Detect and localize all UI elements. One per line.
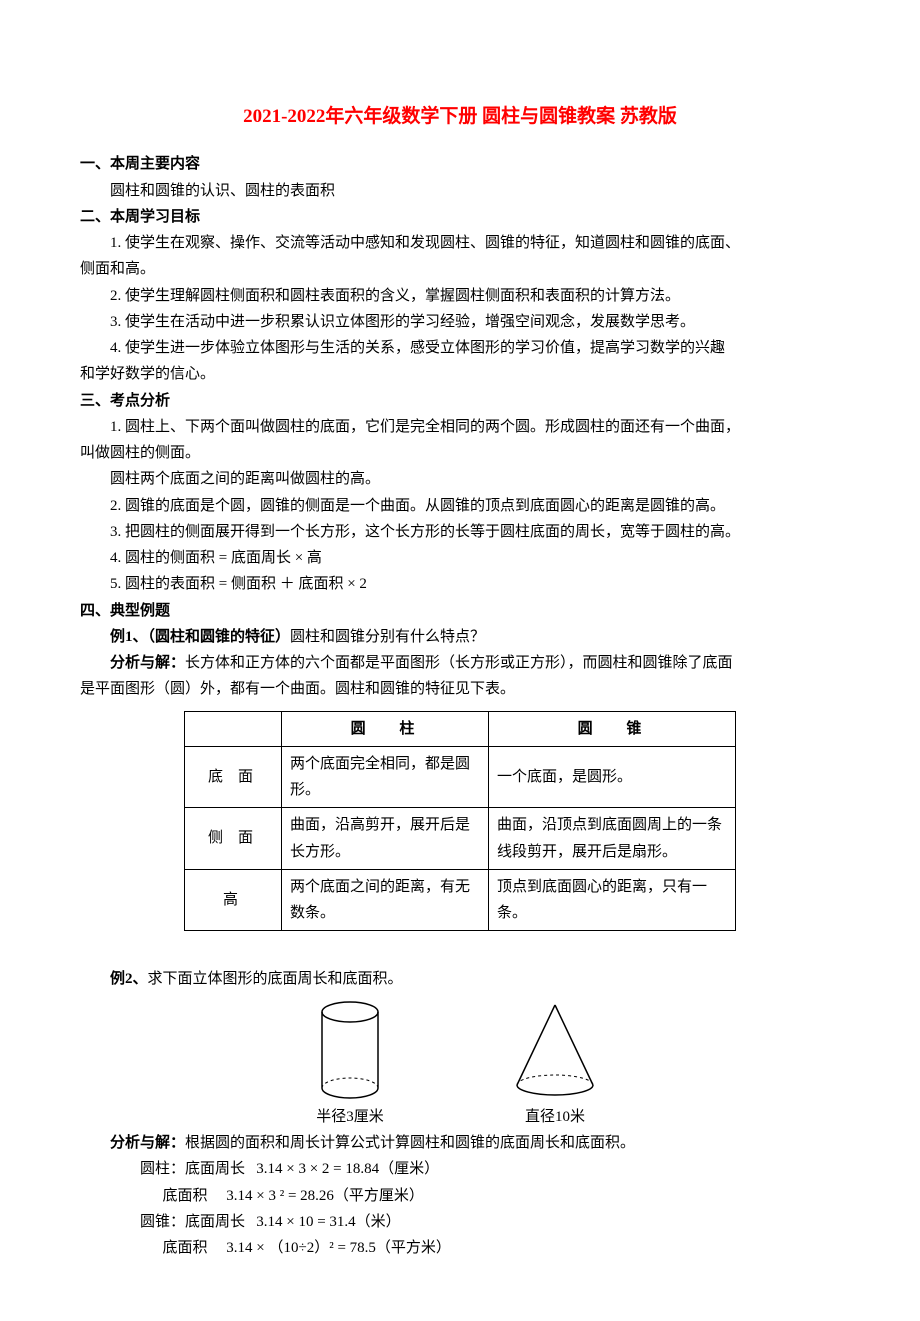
document-title: 2021-2022年六年级数学下册 圆柱与圆锥教案 苏教版 — [80, 100, 840, 133]
section3-p3: 3. 把圆柱的侧面展开得到一个长方形，这个长方形的长等于圆柱底面的周长，宽等于圆… — [80, 519, 840, 545]
section2-p4b: 和学好数学的信心。 — [80, 361, 840, 387]
section2-head: 二、本周学习目标 — [80, 204, 840, 230]
section4-head: 四、典型例题 — [80, 598, 840, 624]
section2-p4a: 4. 使学生进一步体验立体图形与生活的关系，感受立体图形的学习价值，提高学习数学… — [80, 335, 840, 361]
section3-p1b: 叫做圆柱的侧面。 — [80, 440, 840, 466]
row-side: 侧面 — [185, 808, 282, 870]
cylinder-icon — [315, 1000, 385, 1100]
section1-head: 一、本周主要内容 — [80, 151, 840, 177]
row-base: 底面 — [185, 746, 282, 808]
example2-question: 求下面立体图形的底面周长和底面积。 — [148, 971, 403, 987]
cone-icon — [505, 1000, 605, 1100]
example2-line: 例2、求下面立体图形的底面周长和底面积。 — [80, 966, 840, 992]
section3-p2: 2. 圆锥的底面是个圆，圆锥的侧面是一个曲面。从圆锥的顶点到底面圆心的距离是圆锥… — [80, 493, 840, 519]
section3-p5: 5. 圆柱的表面积 = 侧面积 ＋ 底面积 × 2 — [80, 571, 840, 597]
cell-cone-height: 顶点到底面圆心的距离，只有一条。 — [489, 869, 736, 931]
example1-question: 圆柱和圆锥分别有什么特点？ — [290, 629, 485, 645]
row-height: 高 — [185, 869, 282, 931]
calculation-block: 圆柱：底面周长 3.14 × 3 × 2 = 18.84（厘米） 底面积 3.1… — [140, 1156, 840, 1261]
table-corner-cell — [185, 711, 282, 746]
example1-line: 例1、（圆柱和圆锥的特征）圆柱和圆锥分别有什么特点？ — [80, 624, 840, 650]
calc-line-2: 底面积 3.14 × 3 ² = 28.26（平方厘米） — [140, 1183, 840, 1209]
section1-text: 圆柱和圆锥的认识、圆柱的表面积 — [80, 178, 840, 204]
section2-p2: 2. 使学生理解圆柱侧面积和圆柱表面积的含义，掌握圆柱侧面积和表面积的计算方法。 — [80, 283, 840, 309]
table-row: 高 两个底面之间的距离，有无数条。 顶点到底面圆心的距离，只有一条。 — [185, 869, 736, 931]
example2-answer-line: 分析与解：根据圆的面积和周长计算公式计算圆柱和圆锥的底面周长和底面积。 — [80, 1130, 840, 1156]
cone-figure: 直径10米 — [505, 1000, 605, 1130]
cell-cone-side: 曲面，沿顶点到底面圆周上的一条线段剪开，展开后是扇形。 — [489, 808, 736, 870]
analysis-label: 分析与解： — [110, 655, 185, 671]
cone-caption: 直径10米 — [525, 1104, 585, 1130]
characteristics-table: 圆 柱 圆 锥 底面 两个底面完全相同，都是圆形。 一个底面，是圆形。 侧面 曲… — [184, 711, 736, 932]
calc-line-4: 底面积 3.14 × （10÷2）² = 78.5（平方米） — [140, 1235, 840, 1261]
cylinder-figure: 半径3厘米 — [315, 1000, 385, 1130]
section2-p1b: 侧面和高。 — [80, 256, 840, 282]
cell-cyl-height: 两个底面之间的距离，有无数条。 — [282, 869, 489, 931]
document-page: 2021-2022年六年级数学下册 圆柱与圆锥教案 苏教版 一、本周主要内容 圆… — [0, 0, 920, 1321]
calc-line-1: 圆柱：底面周长 3.14 × 3 × 2 = 18.84（厘米） — [140, 1156, 840, 1182]
cell-cyl-side: 曲面，沿高剪开，展开后是长方形。 — [282, 808, 489, 870]
spacer — [80, 939, 840, 965]
calc-line-3: 圆锥：底面周长 3.14 × 10 = 31.4（米） — [140, 1209, 840, 1235]
section3-head: 三、考点分析 — [80, 388, 840, 414]
cell-cone-base: 一个底面，是圆形。 — [489, 746, 736, 808]
example1-answer-b: 是平面图形（圆）外，都有一个曲面。圆柱和圆锥的特征见下表。 — [80, 676, 840, 702]
table-header-row: 圆 柱 圆 锥 — [185, 711, 736, 746]
example1-answer-a: 分析与解：长方体和正方体的六个面都是平面图形（长方形或正方形），而圆柱和圆锥除了… — [80, 650, 840, 676]
cylinder-caption: 半径3厘米 — [316, 1104, 384, 1130]
example2-answer-text: 根据圆的面积和周长计算公式计算圆柱和圆锥的底面周长和底面积。 — [185, 1135, 635, 1151]
table-row: 底面 两个底面完全相同，都是圆形。 一个底面，是圆形。 — [185, 746, 736, 808]
example1-label: 例1、（圆柱和圆锥的特征） — [110, 629, 290, 645]
example2-label: 例2、 — [110, 971, 148, 987]
table-row: 侧面 曲面，沿高剪开，展开后是长方形。 曲面，沿顶点到底面圆周上的一条线段剪开，… — [185, 808, 736, 870]
section2-p1a: 1. 使学生在观察、操作、交流等活动中感知和发现圆柱、圆锥的特征，知道圆柱和圆锥… — [80, 230, 840, 256]
section3-p1c: 圆柱两个底面之间的距离叫做圆柱的高。 — [80, 466, 840, 492]
section3-p1a: 1. 圆柱上、下两个面叫做圆柱的底面，它们是完全相同的两个圆。形成圆柱的面还有一… — [80, 414, 840, 440]
example1-answer-text-a: 长方体和正方体的六个面都是平面图形（长方形或正方形），而圆柱和圆锥除了底面 — [185, 655, 733, 671]
analysis-label-2: 分析与解： — [110, 1135, 185, 1151]
cell-cyl-base: 两个底面完全相同，都是圆形。 — [282, 746, 489, 808]
section3-p4: 4. 圆柱的侧面积 = 底面周长 × 高 — [80, 545, 840, 571]
col-cylinder: 圆 柱 — [282, 711, 489, 746]
col-cone: 圆 锥 — [489, 711, 736, 746]
section2-p3: 3. 使学生在活动中进一步积累认识立体图形的学习经验，增强空间观念，发展数学思考… — [80, 309, 840, 335]
figures-row: 半径3厘米 直径10米 — [80, 1000, 840, 1130]
